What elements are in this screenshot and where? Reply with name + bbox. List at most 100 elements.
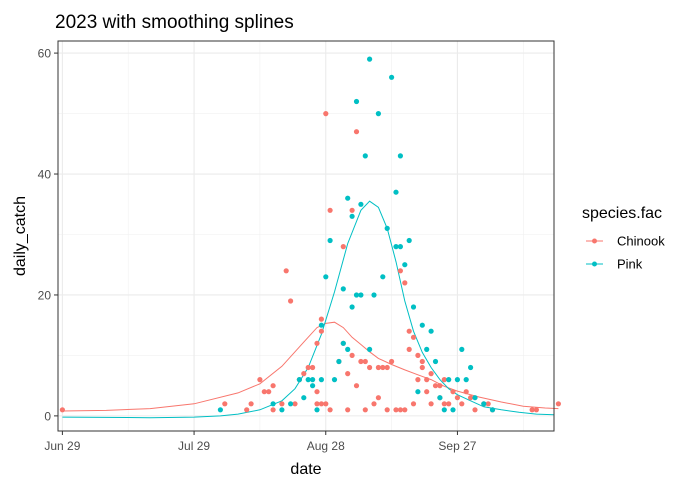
point-chinook	[393, 407, 399, 413]
point-chinook	[463, 389, 469, 395]
point-chinook	[424, 389, 430, 395]
point-pink	[454, 377, 460, 383]
point-pink	[393, 244, 399, 250]
point-chinook	[340, 244, 346, 250]
point-pink	[358, 292, 364, 298]
point-pink	[296, 377, 302, 383]
point-pink	[217, 407, 223, 413]
point-chinook	[318, 328, 324, 334]
point-chinook	[397, 268, 403, 274]
point-chinook	[279, 401, 285, 407]
legend-point-chinook	[592, 238, 597, 244]
point-layer	[59, 56, 562, 413]
point-pink	[367, 56, 373, 62]
point-chinook	[432, 383, 439, 389]
point-pink	[270, 401, 276, 407]
point-chinook	[459, 401, 465, 407]
point-pink	[371, 292, 377, 298]
point-chinook	[402, 280, 408, 286]
point-chinook	[345, 407, 351, 413]
y-tick-label: 60	[38, 47, 52, 61]
point-chinook	[419, 364, 425, 371]
legend-item-chinook: Chinook	[586, 234, 665, 249]
legend: species.fac Chinook Pink	[582, 205, 665, 272]
point-chinook	[485, 401, 491, 407]
point-pink	[323, 274, 329, 280]
point-chinook	[323, 401, 329, 407]
point-pink	[446, 377, 452, 383]
x-tick-label: Aug 28	[307, 439, 345, 453]
x-tick-label: Jun 29	[44, 439, 80, 453]
point-chinook	[248, 401, 254, 407]
point-chinook	[323, 111, 329, 117]
point-chinook	[415, 377, 421, 383]
point-chinook	[446, 401, 452, 407]
point-chinook	[380, 364, 386, 371]
point-chinook	[468, 395, 474, 401]
point-chinook	[314, 389, 320, 395]
point-chinook	[283, 268, 289, 274]
point-chinook	[402, 407, 408, 413]
point-chinook	[375, 364, 381, 371]
point-pink	[441, 407, 447, 413]
point-chinook	[345, 371, 351, 377]
point-pink	[428, 328, 434, 334]
point-pink	[450, 407, 456, 413]
point-chinook	[292, 401, 298, 407]
point-pink	[327, 237, 333, 244]
point-chinook	[266, 389, 272, 395]
y-tick-label: 20	[38, 288, 52, 302]
y-tick-label: 0	[44, 409, 51, 423]
point-pink	[288, 401, 294, 407]
point-pink	[331, 377, 338, 383]
point-chinook	[450, 389, 456, 395]
point-pink	[310, 377, 316, 383]
point-pink	[437, 395, 443, 401]
point-chinook	[428, 401, 434, 407]
point-chinook	[437, 383, 443, 389]
point-pink	[397, 244, 403, 250]
spline-pink	[62, 200, 555, 419]
point-pink	[318, 322, 324, 328]
point-chinook	[367, 364, 373, 371]
point-pink	[353, 98, 360, 105]
point-chinook	[327, 407, 333, 413]
point-chinook	[59, 407, 65, 413]
point-pink	[415, 389, 421, 395]
point-pink	[279, 407, 285, 413]
point-chinook	[261, 389, 267, 395]
point-pink	[375, 111, 381, 117]
legend-label-pink: Pink	[617, 257, 643, 272]
grid	[58, 41, 554, 431]
point-chinook	[362, 407, 368, 413]
point-pink	[345, 346, 351, 352]
point-chinook	[419, 358, 425, 365]
point-pink	[340, 340, 346, 346]
point-pink	[349, 304, 355, 310]
point-pink	[336, 358, 342, 365]
point-chinook	[222, 401, 228, 407]
point-chinook	[555, 401, 562, 407]
point-chinook	[472, 407, 478, 413]
point-pink	[432, 358, 439, 365]
point-pink	[318, 377, 324, 383]
point-pink	[345, 195, 351, 201]
point-pink	[472, 395, 478, 401]
axis-ticks: Jun 29 Jul 29 Aug 28 Sep 27 0 20 40 60	[38, 47, 477, 453]
point-chinook	[353, 383, 360, 389]
legend-label-chinook: Chinook	[617, 234, 665, 249]
spline-layer	[62, 200, 559, 419]
point-chinook	[270, 407, 276, 413]
point-pink	[410, 304, 417, 310]
chart-title: 2023 with smoothing splines	[55, 12, 294, 33]
point-pink	[384, 225, 390, 231]
point-pink	[397, 153, 403, 159]
point-pink	[353, 292, 360, 298]
point-pink	[358, 201, 364, 207]
point-chinook	[358, 358, 364, 365]
point-chinook	[314, 401, 320, 407]
point-chinook	[349, 207, 355, 213]
point-pink	[424, 346, 430, 352]
point-chinook	[318, 401, 324, 407]
